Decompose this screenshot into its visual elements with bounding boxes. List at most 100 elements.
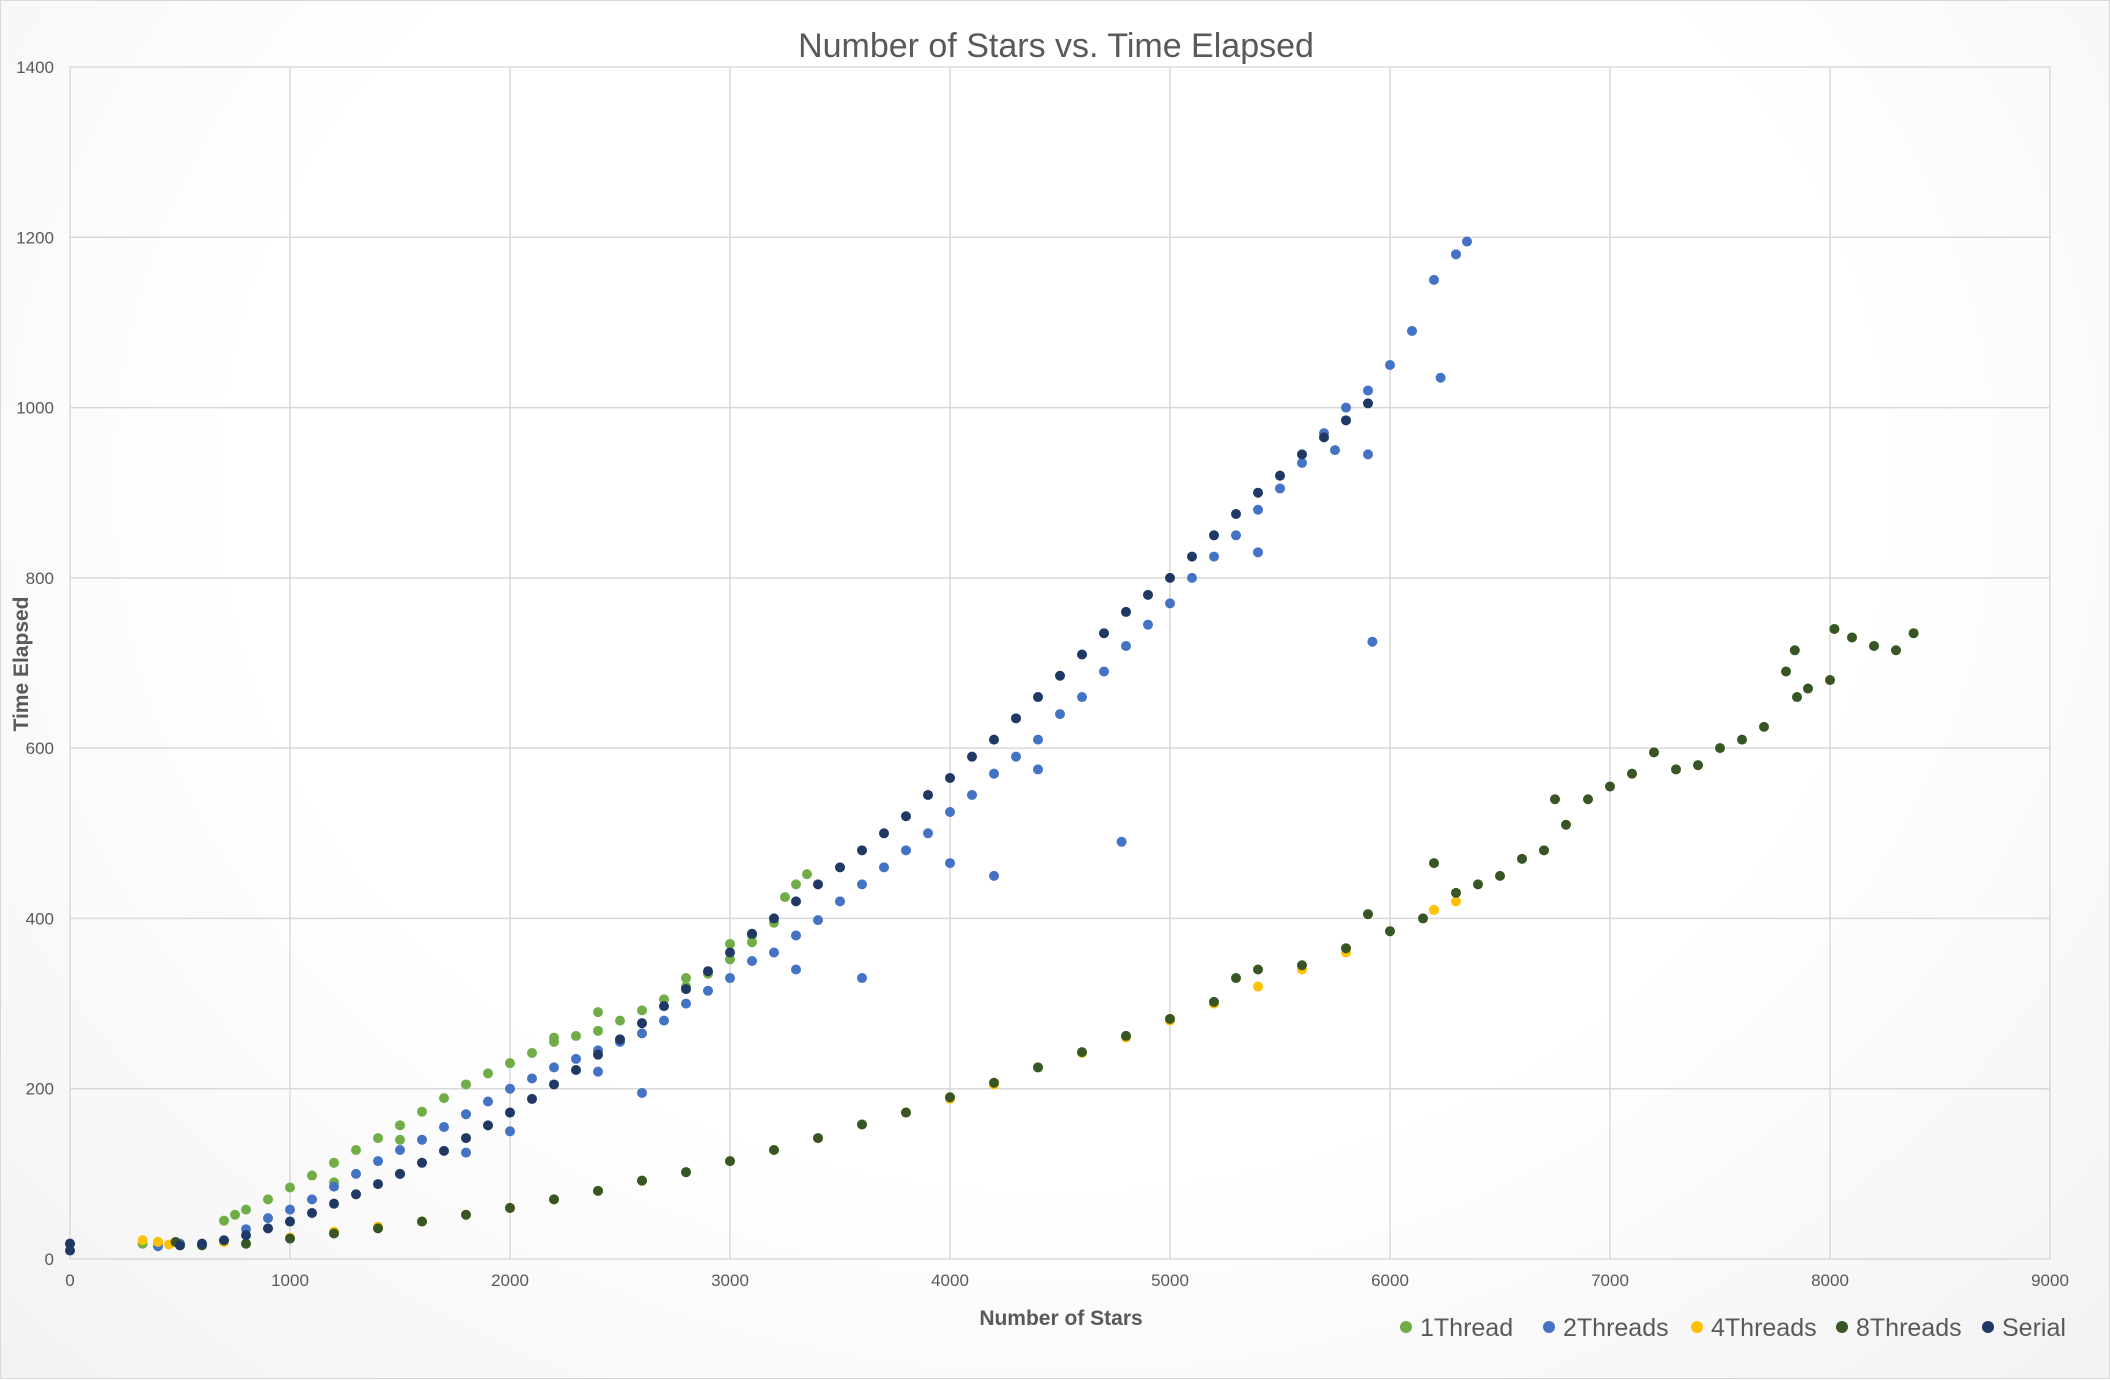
data-point bbox=[549, 1194, 559, 1205]
data-point bbox=[285, 1216, 295, 1227]
data-point bbox=[571, 1030, 581, 1041]
data-point bbox=[1077, 1047, 1087, 1058]
data-point bbox=[1825, 675, 1835, 686]
y-axis-title: Time Elapsed bbox=[10, 596, 33, 731]
data-point bbox=[593, 1007, 603, 1018]
data-point bbox=[681, 998, 691, 1009]
data-point bbox=[329, 1228, 339, 1239]
data-point bbox=[263, 1194, 273, 1205]
data-point bbox=[1847, 632, 1857, 643]
data-point bbox=[1418, 913, 1428, 924]
data-point bbox=[593, 1185, 603, 1196]
data-point bbox=[989, 768, 999, 779]
data-point bbox=[1099, 628, 1109, 639]
data-point bbox=[351, 1145, 361, 1156]
data-point bbox=[1077, 692, 1087, 703]
data-point bbox=[967, 751, 977, 762]
data-point bbox=[1121, 640, 1131, 651]
y-tick-label: 1400 bbox=[16, 58, 54, 77]
data-point bbox=[1429, 858, 1439, 869]
data-point bbox=[637, 1018, 647, 1029]
y-tick-label: 600 bbox=[26, 739, 54, 758]
data-point bbox=[725, 938, 735, 949]
y-tick-label: 0 bbox=[45, 1250, 54, 1269]
data-point bbox=[1033, 1062, 1043, 1073]
y-tick-label: 800 bbox=[26, 569, 54, 588]
data-point bbox=[1055, 670, 1065, 681]
legend-marker bbox=[1543, 1321, 1555, 1333]
data-point bbox=[571, 1064, 581, 1075]
data-point bbox=[527, 1047, 537, 1058]
data-point bbox=[285, 1233, 295, 1244]
data-point bbox=[1033, 692, 1043, 703]
data-point bbox=[1231, 530, 1241, 541]
data-point bbox=[1231, 509, 1241, 519]
data-point bbox=[923, 789, 933, 800]
data-point bbox=[395, 1120, 405, 1131]
data-point bbox=[593, 1025, 603, 1036]
data-point bbox=[329, 1157, 339, 1168]
data-point bbox=[1209, 996, 1219, 1007]
data-point bbox=[857, 1119, 867, 1130]
data-point bbox=[1033, 734, 1043, 745]
data-point bbox=[483, 1120, 493, 1131]
data-point bbox=[373, 1156, 383, 1167]
data-point bbox=[1253, 547, 1263, 558]
data-point bbox=[1550, 794, 1560, 805]
data-point bbox=[945, 807, 955, 817]
data-point bbox=[175, 1240, 185, 1251]
x-tick-label: 1000 bbox=[271, 1271, 309, 1290]
data-point bbox=[230, 1209, 240, 1220]
data-point bbox=[659, 1001, 669, 1012]
data-point bbox=[769, 913, 779, 924]
data-point bbox=[307, 1170, 317, 1181]
data-point bbox=[373, 1133, 383, 1144]
data-point bbox=[637, 1175, 647, 1186]
data-point bbox=[1297, 960, 1307, 971]
data-point bbox=[197, 1238, 207, 1249]
data-point bbox=[527, 1093, 537, 1104]
data-point bbox=[1385, 360, 1395, 370]
data-point bbox=[1561, 819, 1571, 830]
data-points bbox=[65, 236, 1919, 1256]
data-point bbox=[1429, 274, 1439, 285]
data-point bbox=[879, 828, 889, 839]
data-point bbox=[1363, 398, 1373, 409]
data-point bbox=[1253, 487, 1263, 498]
data-point bbox=[769, 1145, 779, 1156]
data-point bbox=[703, 966, 713, 977]
data-point bbox=[637, 1087, 647, 1098]
data-point bbox=[1319, 432, 1329, 443]
data-point bbox=[1011, 713, 1021, 724]
legend-item-4threads: 4Threads bbox=[1691, 1314, 1817, 1342]
data-point bbox=[835, 862, 845, 873]
data-point bbox=[813, 915, 823, 926]
data-point bbox=[1539, 845, 1549, 856]
legend-label: Serial bbox=[2002, 1314, 2066, 1342]
data-point bbox=[1187, 572, 1197, 583]
data-point bbox=[703, 985, 713, 996]
data-point bbox=[1715, 743, 1725, 754]
data-point bbox=[1737, 734, 1747, 745]
data-point bbox=[439, 1145, 449, 1156]
data-point bbox=[813, 879, 823, 890]
x-axis-title: Number of Stars bbox=[979, 1307, 1142, 1330]
data-point bbox=[549, 1079, 559, 1090]
data-point bbox=[1908, 628, 1919, 639]
x-tick-label: 9000 bbox=[2031, 1271, 2069, 1290]
legend-marker bbox=[1400, 1321, 1412, 1333]
data-point bbox=[747, 956, 757, 966]
data-point bbox=[1165, 1013, 1175, 1024]
legend-marker bbox=[1836, 1321, 1848, 1333]
data-point bbox=[241, 1204, 251, 1215]
y-tick-label: 1000 bbox=[16, 399, 54, 418]
y-tick-label: 1200 bbox=[16, 228, 54, 247]
data-point bbox=[395, 1134, 405, 1145]
data-point bbox=[549, 1032, 559, 1043]
series-serial bbox=[65, 398, 1373, 1256]
data-point bbox=[461, 1133, 471, 1144]
data-point bbox=[1011, 751, 1021, 762]
data-point bbox=[1209, 530, 1219, 541]
data-point bbox=[791, 930, 801, 941]
data-point bbox=[967, 789, 977, 800]
